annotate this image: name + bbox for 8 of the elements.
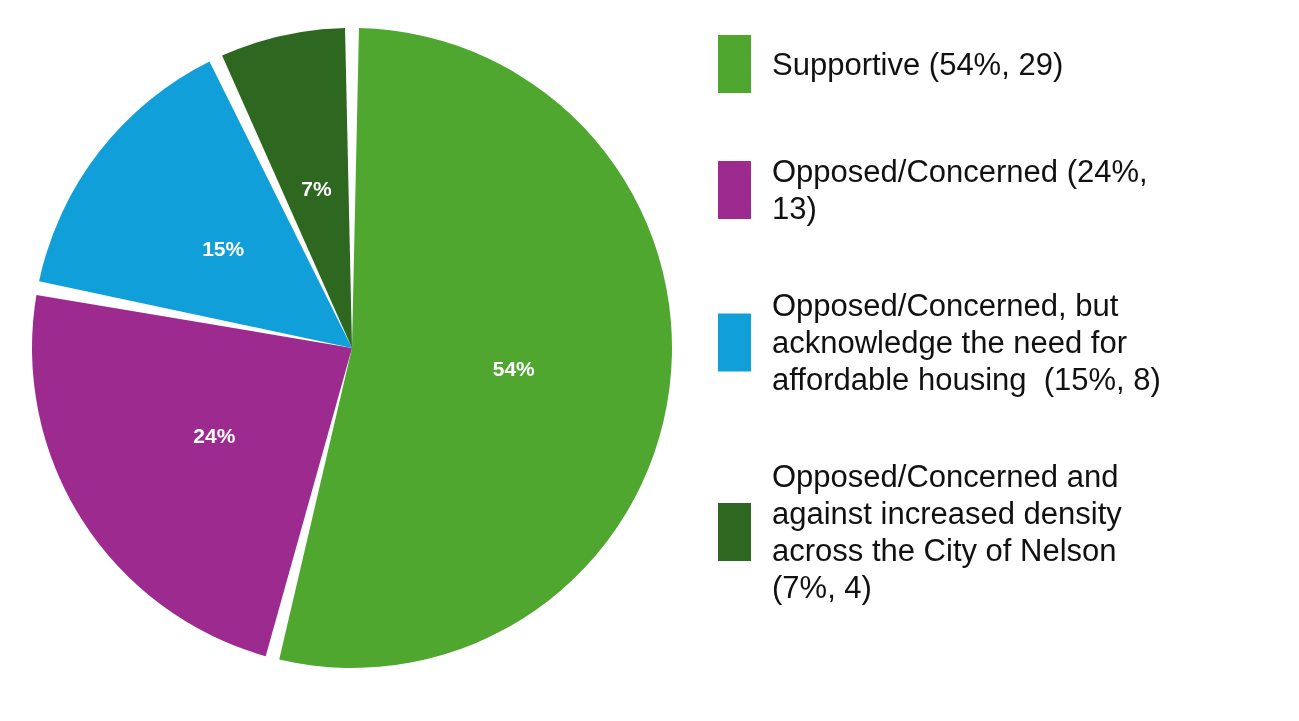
data-label: 54%: [492, 356, 536, 380]
legend-label: Opposed/Concerned, but acknowledge the need for affordable housing (15%, 8): [772, 288, 1161, 397]
legend-label: Opposed/Concerned and against increased density across the City of Nelson (7%, 4): [772, 459, 1131, 605]
data-label: 7%: [301, 177, 332, 201]
data-label: 24%: [193, 423, 236, 447]
legend-label: Opposed/Concerned (24%, 13): [772, 154, 1157, 226]
data-label: 15%: [202, 236, 245, 260]
legend-label: Supportive (54%, 29): [772, 46, 1064, 82]
